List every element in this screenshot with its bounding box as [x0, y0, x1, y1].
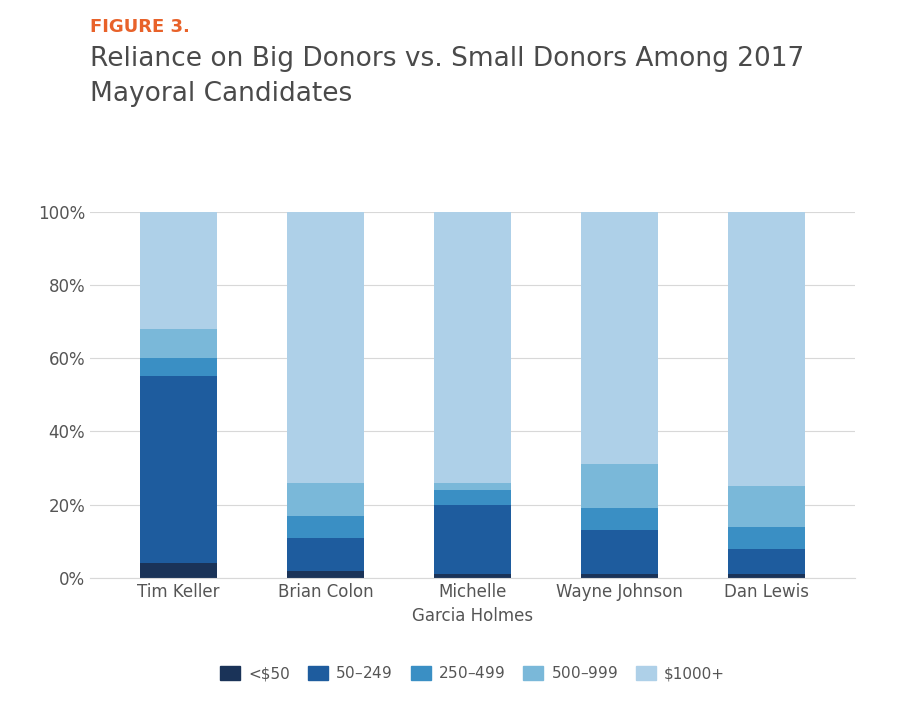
Bar — [140, 329, 217, 358]
Bar — [435, 505, 511, 575]
Bar — [435, 483, 511, 490]
Bar — [728, 548, 805, 575]
Bar — [140, 212, 217, 329]
Bar — [140, 563, 217, 578]
Bar — [728, 486, 805, 527]
Bar — [581, 530, 658, 575]
Bar — [728, 527, 805, 548]
Bar — [728, 212, 805, 486]
Bar — [287, 571, 364, 578]
Bar — [581, 465, 658, 508]
Bar — [287, 483, 364, 516]
Bar — [581, 575, 658, 578]
Bar — [140, 376, 217, 563]
Bar — [581, 212, 658, 465]
Bar — [435, 575, 511, 578]
Bar — [287, 212, 364, 483]
Bar — [581, 508, 658, 530]
Bar — [287, 538, 364, 571]
Bar — [287, 516, 364, 538]
Text: FIGURE 3.: FIGURE 3. — [90, 18, 190, 36]
Bar — [435, 212, 511, 483]
Bar — [140, 358, 217, 376]
Bar — [435, 490, 511, 505]
Text: Reliance on Big Donors vs. Small Donors Among 2017: Reliance on Big Donors vs. Small Donors … — [90, 46, 805, 72]
Bar — [728, 575, 805, 578]
Legend: <$50, $50–$249, $250–$499, $500–$999, $1000+: <$50, $50–$249, $250–$499, $500–$999, $1… — [214, 659, 731, 687]
Text: Mayoral Candidates: Mayoral Candidates — [90, 81, 352, 107]
